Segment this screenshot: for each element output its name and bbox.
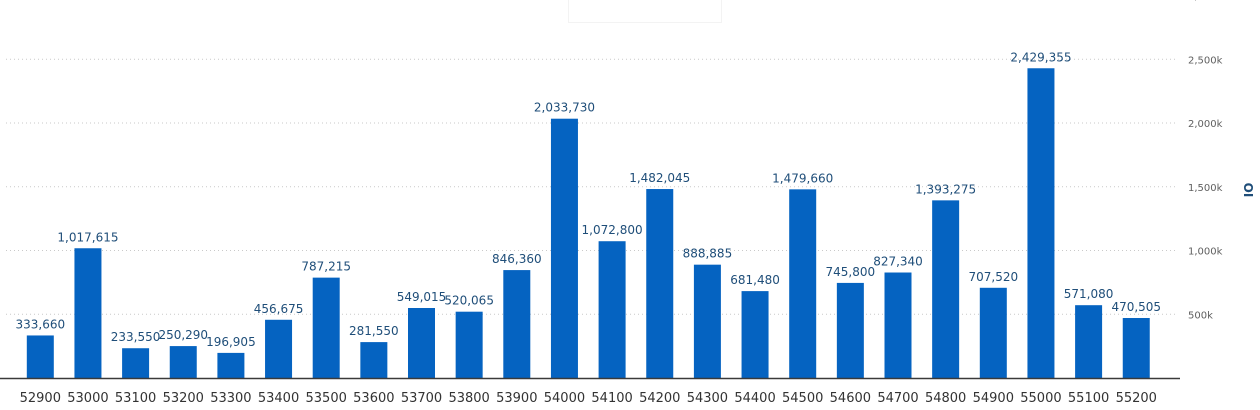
x-tick-label: 54600 bbox=[830, 391, 871, 406]
bar-value-label: 1,393,275 bbox=[915, 182, 976, 196]
bar[interactable] bbox=[360, 342, 388, 378]
x-tick-label: 53200 bbox=[163, 391, 204, 406]
x-tick-label: 55000 bbox=[1020, 391, 1061, 406]
y-tick-label: 2,500k bbox=[1188, 55, 1223, 66]
bar-value-label: 233,550 bbox=[111, 330, 161, 344]
bar-value-label: 1,479,660 bbox=[772, 171, 833, 185]
y-tick-label: 2,000k bbox=[1188, 119, 1223, 130]
bar[interactable] bbox=[265, 319, 293, 378]
x-tick-label: 55100 bbox=[1068, 391, 1109, 406]
x-tick-label: 53400 bbox=[258, 391, 299, 406]
bar[interactable] bbox=[217, 352, 245, 378]
x-tick-label: 53700 bbox=[401, 391, 442, 406]
bar-value-label: 2,033,730 bbox=[534, 101, 595, 115]
grid-lines bbox=[6, 58, 1176, 315]
bar[interactable] bbox=[836, 282, 864, 378]
bar[interactable] bbox=[789, 189, 817, 378]
bar[interactable] bbox=[312, 277, 340, 378]
x-axis: 52900 53000 53100 53200 53300 53400 53500 53600… bbox=[0, 377, 1180, 406]
bar-value-label: 745,800 bbox=[826, 265, 876, 279]
x-tick-label: 55200 bbox=[1116, 391, 1157, 406]
bar[interactable] bbox=[455, 311, 483, 378]
bar[interactable] bbox=[979, 287, 1007, 378]
bar[interactable] bbox=[74, 248, 102, 378]
bar-value-label: 787,215 bbox=[301, 260, 351, 274]
y-tick-label: 1,000k bbox=[1188, 247, 1223, 258]
bar-value-label: 456,675 bbox=[254, 302, 304, 316]
bar-value-label: 1,482,045 bbox=[629, 171, 690, 185]
x-tick-label: 52900 bbox=[20, 391, 61, 406]
bar-value-label: 707,520 bbox=[968, 270, 1018, 284]
bar-value-label: 2,429,355 bbox=[1010, 50, 1071, 64]
x-tick-label: 53300 bbox=[210, 391, 251, 406]
bars bbox=[26, 68, 1150, 379]
bar[interactable] bbox=[408, 308, 435, 378]
x-tick-label: 54300 bbox=[687, 391, 728, 406]
bar[interactable] bbox=[26, 335, 54, 378]
bar-value-label: 196,905 bbox=[206, 335, 256, 349]
x-tick-label: 54800 bbox=[925, 391, 966, 406]
y-axis-title: OI bbox=[1241, 183, 1255, 198]
x-tick-label: 53000 bbox=[67, 391, 108, 406]
x-tick-label: 53900 bbox=[496, 391, 537, 406]
bar[interactable] bbox=[169, 346, 197, 378]
x-tick-label: 53500 bbox=[306, 391, 347, 406]
bar-value-label: 549,015 bbox=[397, 290, 447, 304]
bar-value-label: 1,072,800 bbox=[582, 223, 643, 237]
y-axis: 500k 1,000k 1,500k 2,000k 2,500k 3,000k OI bbox=[1188, 0, 1255, 321]
bar[interactable] bbox=[1027, 68, 1055, 379]
bar-value-label: 571,080 bbox=[1064, 287, 1114, 301]
bar[interactable] bbox=[550, 118, 578, 378]
x-tick-label: 54700 bbox=[877, 391, 918, 406]
x-tick-label: 53800 bbox=[448, 391, 489, 406]
chart-header-box bbox=[569, 0, 721, 22]
y-tick-label: 1,500k bbox=[1188, 183, 1223, 194]
bar-value-label: 846,360 bbox=[492, 252, 542, 266]
bar[interactable] bbox=[884, 272, 912, 378]
bar-value-label: 470,505 bbox=[1111, 300, 1161, 314]
bar[interactable] bbox=[741, 291, 769, 378]
bar[interactable] bbox=[646, 189, 674, 378]
bar-value-label: 281,550 bbox=[349, 324, 399, 338]
bar[interactable] bbox=[932, 200, 960, 378]
bar[interactable] bbox=[598, 241, 626, 378]
bar[interactable] bbox=[122, 348, 150, 378]
x-tick-label: 54000 bbox=[544, 391, 585, 406]
bar[interactable] bbox=[1122, 318, 1150, 378]
x-tick-label: 54500 bbox=[782, 391, 823, 406]
x-tick-label: 54100 bbox=[591, 391, 632, 406]
bar-value-label: 681,480 bbox=[730, 273, 780, 287]
bar-value-label: 1,017,615 bbox=[57, 230, 118, 244]
bar[interactable] bbox=[1075, 305, 1103, 378]
x-tick-label: 54200 bbox=[639, 391, 680, 406]
x-tick-label: 54400 bbox=[734, 391, 775, 406]
bar-value-label: 333,660 bbox=[15, 317, 65, 331]
bar-value-label: 827,340 bbox=[873, 255, 923, 269]
bar[interactable] bbox=[503, 270, 531, 378]
bar[interactable] bbox=[693, 264, 721, 378]
x-tick-label: 53100 bbox=[115, 391, 156, 406]
x-tick-label: 53600 bbox=[353, 391, 394, 406]
y-tick-label: 3,000k bbox=[1188, 0, 1223, 3]
bar-value-label: 888,885 bbox=[683, 247, 733, 261]
bar-value-label: 520,065 bbox=[444, 294, 494, 308]
bar-value-label: 250,290 bbox=[158, 328, 208, 342]
y-tick-label: 500k bbox=[1188, 310, 1213, 321]
x-tick-label: 54900 bbox=[973, 391, 1014, 406]
